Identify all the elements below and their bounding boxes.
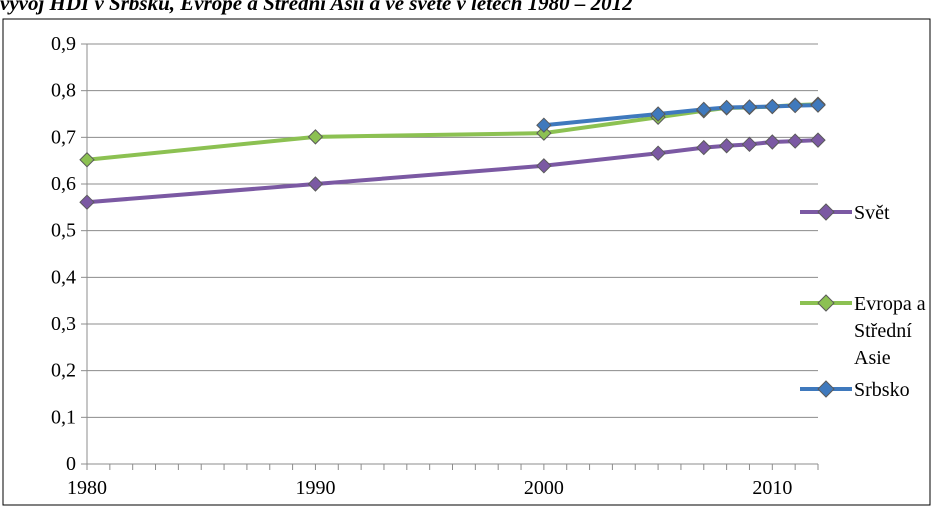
data-point bbox=[536, 117, 552, 133]
y-tick-label: 0,7 bbox=[51, 126, 76, 148]
y-tick-label: 0 bbox=[66, 453, 76, 475]
data-point bbox=[650, 145, 666, 161]
data-point bbox=[307, 176, 324, 192]
y-tick-label: 0,4 bbox=[51, 266, 76, 288]
data-point bbox=[718, 138, 735, 154]
series-group bbox=[79, 96, 826, 210]
y-tick-label: 0,2 bbox=[51, 360, 76, 382]
data-point bbox=[787, 97, 803, 114]
series-line-0 bbox=[85, 138, 820, 205]
chart-frame bbox=[2, 18, 931, 506]
legend-label: Asie bbox=[854, 347, 891, 369]
grid-lines bbox=[87, 43, 818, 418]
data-point bbox=[307, 129, 324, 145]
data-point bbox=[718, 99, 735, 116]
data-point bbox=[810, 97, 826, 113]
data-point bbox=[536, 158, 552, 174]
data-point bbox=[741, 136, 758, 153]
data-point bbox=[536, 125, 552, 141]
data-point bbox=[650, 106, 666, 122]
data-point bbox=[696, 101, 712, 118]
legend-swatch-marker bbox=[817, 203, 835, 221]
legend-swatch-marker bbox=[817, 294, 835, 312]
legend-label: Evropa a bbox=[854, 293, 926, 315]
data-point bbox=[787, 133, 803, 149]
y-tick-label: 0,5 bbox=[51, 220, 76, 242]
x-tick-label: 1980 bbox=[67, 477, 107, 499]
data-point bbox=[696, 139, 712, 156]
data-point bbox=[764, 98, 781, 115]
y-tick-label: 0,6 bbox=[51, 173, 76, 195]
data-point bbox=[741, 99, 758, 115]
data-point bbox=[79, 194, 95, 210]
data-point bbox=[79, 152, 95, 168]
y-tick-label: 0,8 bbox=[51, 80, 76, 102]
y-tick-label: 0,9 bbox=[51, 33, 76, 55]
legend-label: Svět bbox=[854, 202, 890, 224]
legend-swatch-marker bbox=[817, 380, 835, 398]
y-tick-label: 0,3 bbox=[51, 313, 76, 335]
x-tick-label: 1990 bbox=[295, 477, 335, 499]
y-tick-label: 0,1 bbox=[51, 406, 76, 428]
data-point bbox=[810, 132, 826, 148]
legend: Svět Evropa a Střední Asie Srbsko bbox=[800, 202, 926, 401]
legend-label: Srbsko bbox=[854, 379, 910, 401]
axes: 0 0,1 0,2 0,3 0,4 0,5 0,6 0,7 0,8 0,9 1980 1990 2000… bbox=[51, 33, 819, 499]
x-tick-label: 2010 bbox=[752, 477, 792, 499]
legend-label: Střední bbox=[854, 320, 912, 342]
x-tick-label: 2000 bbox=[524, 477, 564, 499]
chart-title: vývoj HDI v Srbsku, Evropě a Střední Asi… bbox=[0, 0, 633, 15]
data-point bbox=[764, 134, 781, 150]
